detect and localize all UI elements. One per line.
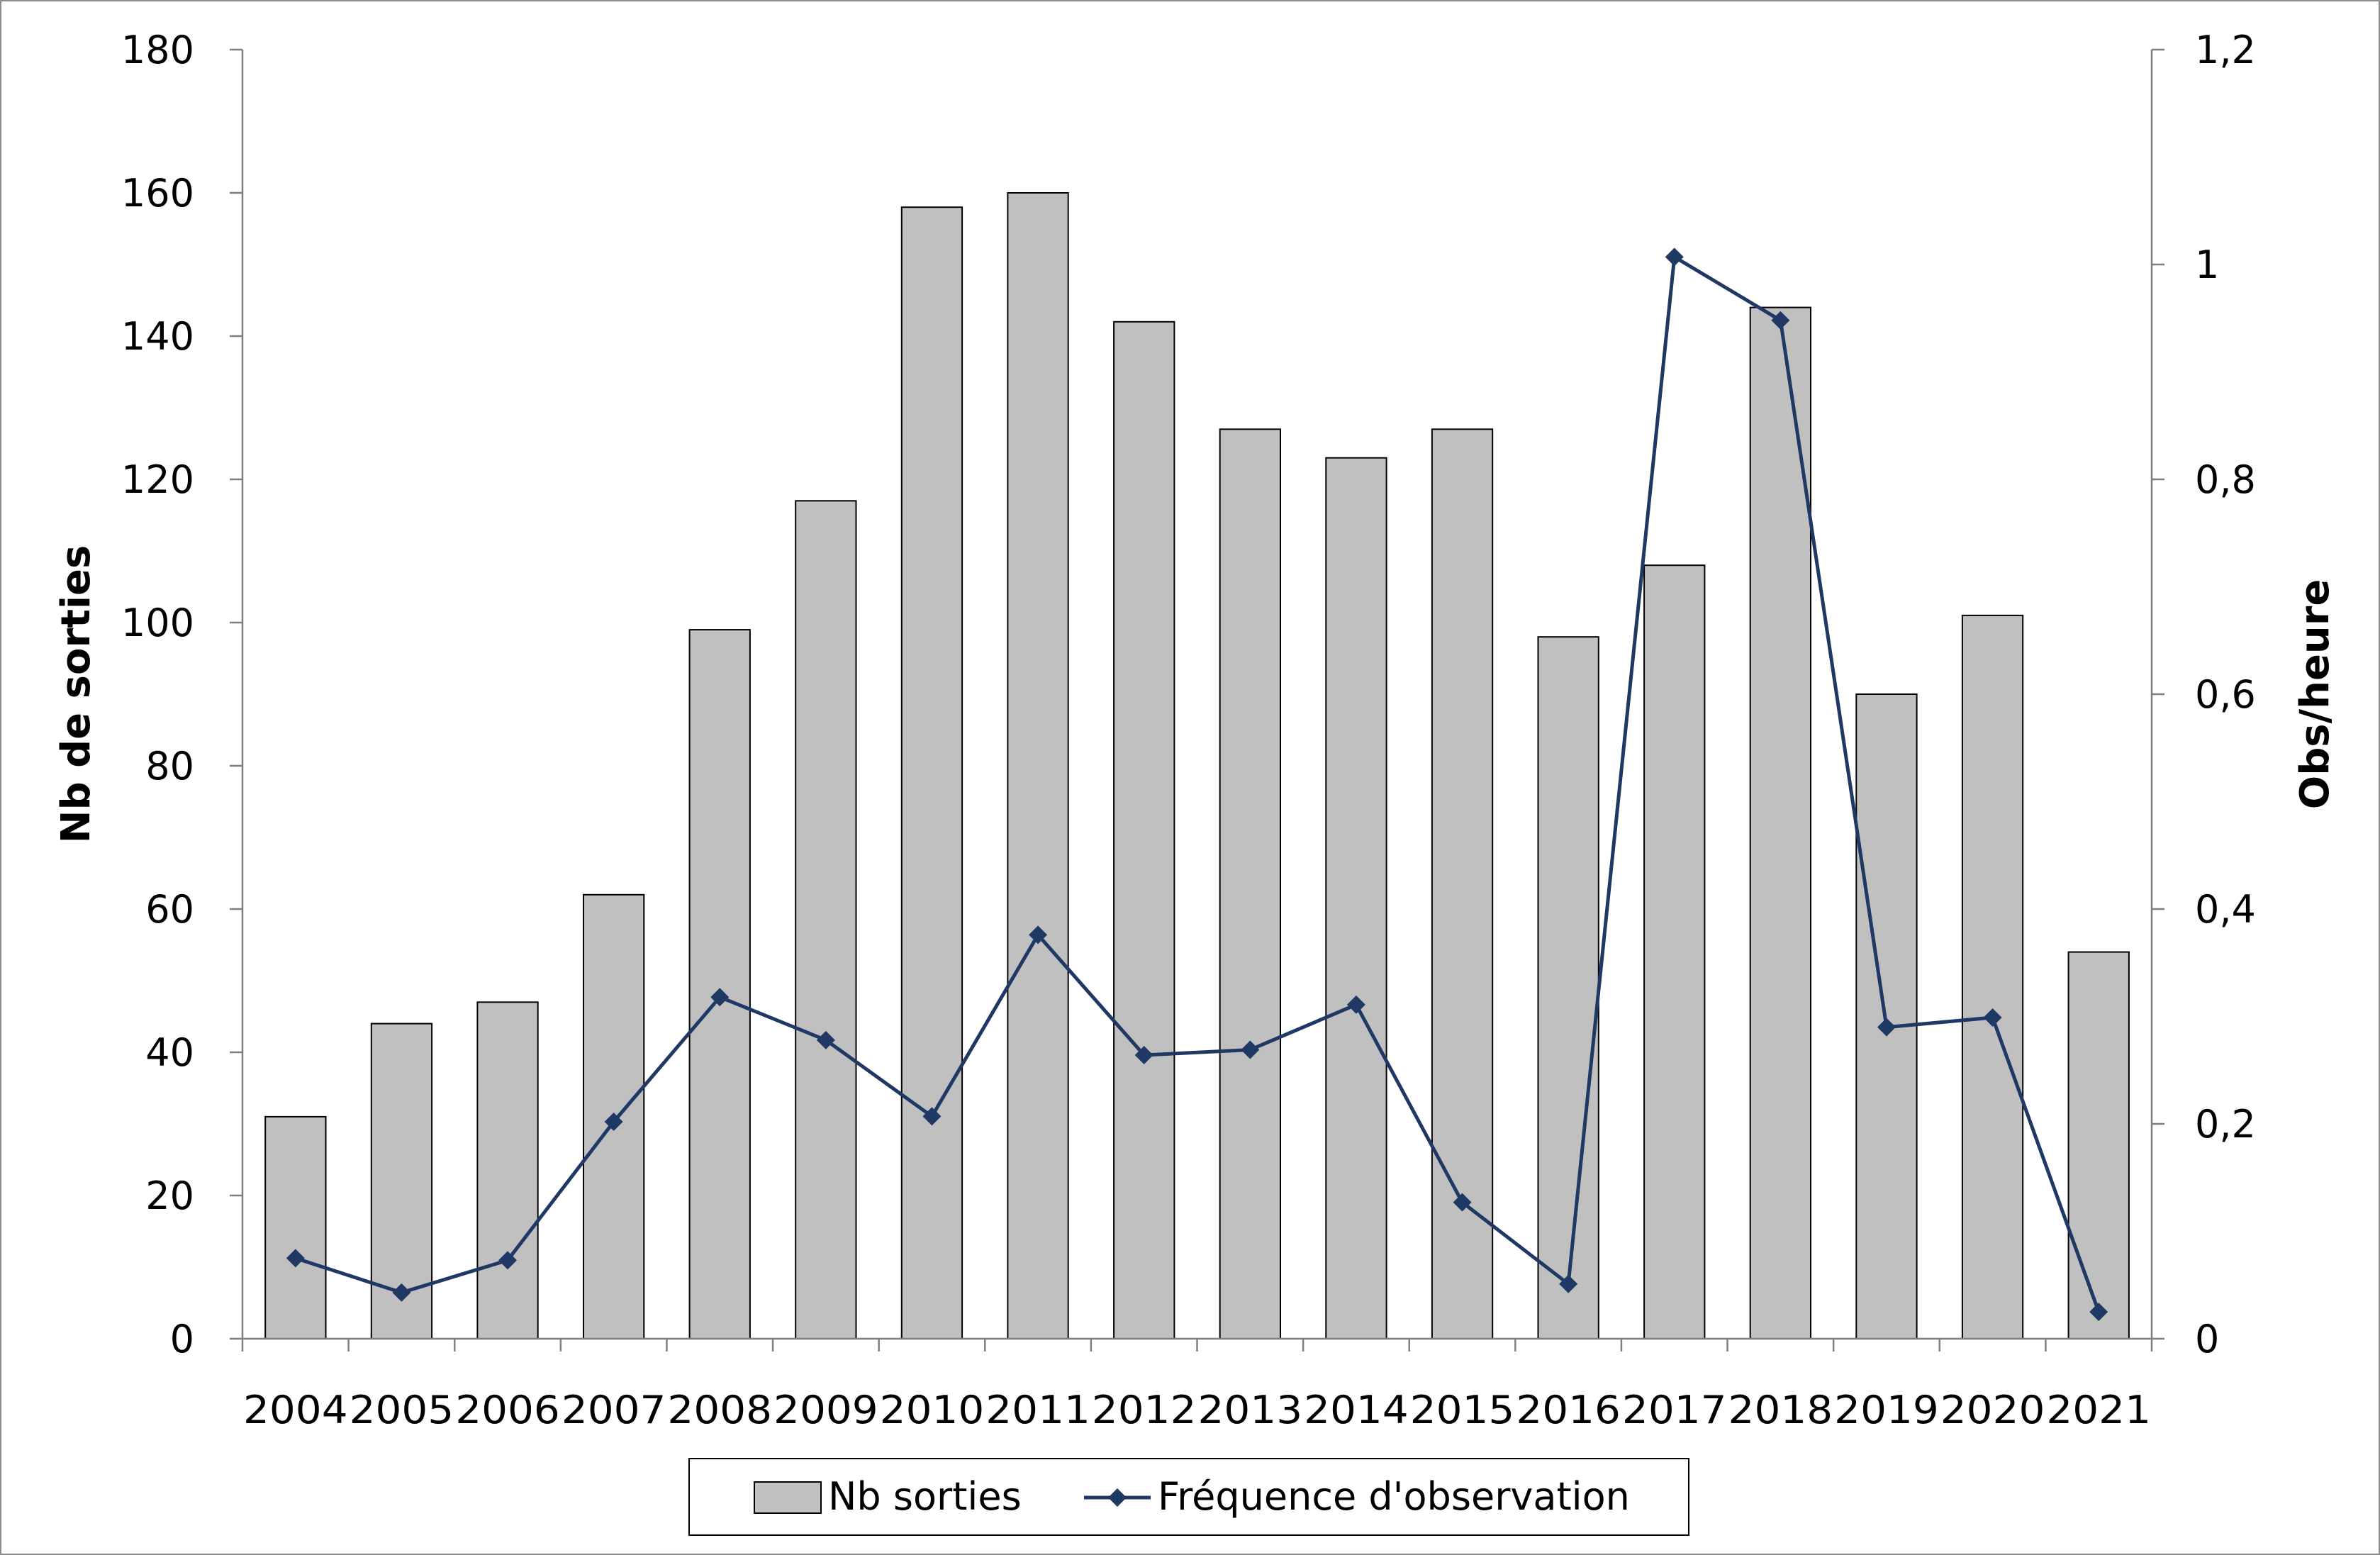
left-tick-label: 160	[121, 171, 194, 216]
right-tick-label: 1	[2195, 243, 2219, 287]
line-point-2011	[1029, 925, 1048, 944]
bar-2011	[1007, 192, 1069, 1339]
legend-bar-swatch	[754, 1481, 822, 1514]
line-point-2015	[1453, 1193, 1472, 1212]
line-point-2012	[1134, 1046, 1153, 1065]
bar-2018	[1749, 306, 1811, 1340]
line-path	[295, 255, 2101, 1312]
x-tick-label: 2020	[1940, 1388, 2045, 1432]
line-point-2013	[1241, 1040, 1260, 1059]
x-tick-label: 2019	[1834, 1388, 1939, 1432]
right-tick-label: 0,6	[2195, 672, 2256, 717]
x-tick-label: 2011	[985, 1388, 1090, 1432]
right-tick-label: 0,8	[2195, 457, 2256, 502]
right-tick-label: 0,4	[2195, 887, 2256, 932]
left-tick-label: 120	[121, 457, 194, 502]
line-point-2019	[1877, 1018, 1896, 1037]
x-tick-label: 2021	[2046, 1388, 2151, 1432]
bar-2013	[1219, 428, 1281, 1339]
line-point-2008	[710, 988, 730, 1007]
x-tick-label: 2014	[1304, 1388, 1409, 1432]
line-point-2010	[922, 1107, 942, 1126]
right-y-axis-title: Obs/heure	[2292, 579, 2338, 810]
left-tick-label: 100	[121, 601, 194, 645]
bar-2015	[1431, 428, 1494, 1339]
bar-series	[264, 192, 2130, 1340]
bar-2006	[476, 1001, 539, 1340]
bar-2021	[2067, 951, 2130, 1339]
bar-2004	[264, 1115, 327, 1340]
bar-2016	[1537, 636, 1599, 1339]
left-y-ticks: 0 20 40 60 80 100 120 140 160 180	[121, 28, 242, 1361]
line-point-2014	[1346, 995, 1365, 1014]
right-tick-label: 0	[2195, 1317, 2219, 1361]
x-tick-label: 2005	[350, 1388, 454, 1432]
right-y-ticks: 0 0,2 0,4 0,6 0,8 1 1,2	[2152, 28, 2256, 1361]
line-point-2009	[816, 1030, 835, 1049]
bar-2009	[795, 500, 857, 1339]
x-tick-label: 2009	[773, 1388, 878, 1432]
left-tick-label: 0	[170, 1317, 194, 1361]
x-tick-label: 2018	[1728, 1388, 1833, 1432]
left-tick-label: 140	[121, 314, 194, 359]
left-tick-label: 40	[145, 1030, 194, 1075]
line-point-2007	[604, 1112, 623, 1131]
bar-2010	[900, 206, 963, 1340]
x-tick-label: 2013	[1198, 1388, 1303, 1432]
line-point-2006	[498, 1251, 518, 1270]
line-point-2004	[286, 1249, 305, 1268]
x-tick-label: 2015	[1410, 1388, 1515, 1432]
bar-2017	[1643, 564, 1706, 1340]
line-series	[286, 247, 2108, 1322]
x-tick-label: 2012	[1092, 1388, 1197, 1432]
left-tick-label: 20	[145, 1174, 194, 1218]
legend-line-label: Fréquence d'observation	[1158, 1474, 1630, 1519]
x-tick-label: 2010	[880, 1388, 985, 1432]
right-tick-label: 0,2	[2195, 1102, 2256, 1147]
line-point-2021	[2089, 1303, 2108, 1322]
x-tick-label: 2004	[243, 1388, 348, 1432]
x-tick-label: 2007	[562, 1388, 666, 1432]
line-point-2005	[392, 1283, 411, 1302]
left-tick-label: 60	[145, 887, 194, 932]
line-point-2020	[1983, 1008, 2002, 1027]
bar-2008	[688, 629, 751, 1339]
legend-bar-label: Nb sorties	[828, 1474, 1022, 1519]
legend-box	[688, 1458, 1689, 1536]
x-tick-label: 2017	[1622, 1388, 1727, 1432]
legend-line-marker	[1108, 1488, 1127, 1507]
bar-2014	[1325, 457, 1387, 1340]
line-point-2016	[1559, 1274, 1578, 1293]
x-tick-labels: 2004 2005 2006 2007 2008 2009 2010 2011 2012 2013…	[241, 1339, 2153, 1432]
x-tick-label: 2016	[1516, 1388, 1621, 1432]
left-tick-label: 180	[121, 28, 194, 72]
bar-2012	[1113, 321, 1175, 1339]
bar-2020	[1961, 614, 2024, 1339]
right-tick-label: 1,2	[2195, 28, 2256, 72]
x-tick-label: 2006	[455, 1388, 560, 1432]
legend: Nb sorties Fréquence d'observation	[688, 1458, 1689, 1536]
left-y-axis-title: Nb de sorties	[53, 545, 99, 844]
left-tick-label: 80	[145, 744, 194, 788]
line-point-2018	[1771, 311, 1790, 330]
line-point-2017	[1665, 247, 1684, 267]
x-tick-label: 2008	[667, 1388, 772, 1432]
